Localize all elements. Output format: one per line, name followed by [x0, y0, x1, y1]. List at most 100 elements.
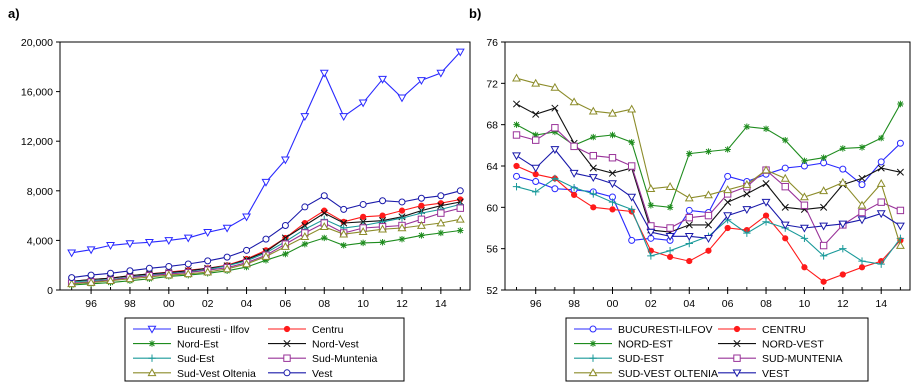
- data-point: [532, 188, 540, 196]
- data-point: [340, 242, 347, 249]
- y-tick-label: 76: [486, 37, 498, 49]
- data-point: [724, 198, 732, 206]
- x-tick-label: 00: [607, 298, 619, 310]
- legend-label: Bucuresti - Ilfov: [177, 324, 250, 336]
- data-point: [647, 252, 655, 260]
- x-tick-label: 14: [875, 298, 887, 310]
- data-point: [125, 240, 135, 249]
- data-point: [340, 205, 348, 213]
- y-tick-label: 52: [486, 285, 498, 297]
- legend-entry: Sud-Est: [133, 353, 214, 365]
- x-tick-label: 08: [318, 298, 330, 310]
- data-point: [589, 151, 597, 160]
- data-point: [379, 239, 386, 246]
- data-point: [340, 219, 348, 227]
- data-point: [781, 203, 789, 211]
- series-2: [513, 100, 904, 211]
- data-point: [512, 152, 521, 161]
- legend-marker: [733, 325, 741, 333]
- data-point: [724, 172, 732, 180]
- data-point: [589, 164, 597, 172]
- data-point: [222, 264, 232, 273]
- data-point: [106, 276, 115, 284]
- data-point: [455, 214, 465, 223]
- data-point: [301, 203, 309, 211]
- data-point: [222, 224, 232, 233]
- legend-marker: [733, 340, 741, 348]
- legend-marker: [283, 354, 291, 362]
- data-point: [704, 221, 713, 229]
- data-point: [320, 192, 328, 200]
- panel-label: b): [469, 6, 481, 21]
- data-point: [183, 234, 193, 243]
- data-point: [609, 206, 616, 213]
- y-tick-label: 56: [486, 244, 498, 256]
- data-point: [569, 169, 579, 178]
- data-point: [379, 212, 386, 219]
- legend-entry: Sud-Vest Oltenia: [133, 368, 256, 380]
- data-point: [704, 211, 713, 220]
- data-point: [551, 104, 559, 112]
- legend-label: CENTRU: [762, 324, 806, 336]
- data-point: [550, 146, 560, 155]
- data-point: [781, 164, 789, 172]
- data-point: [398, 207, 406, 214]
- data-point: [417, 209, 426, 217]
- legend-marker: [147, 368, 157, 377]
- data-point: [359, 218, 367, 226]
- series-7: [512, 146, 905, 243]
- x-tick-label: 96: [530, 298, 542, 310]
- data-point: [896, 139, 904, 147]
- legend-label: SUD-MUNTENIA: [762, 353, 843, 365]
- data-point: [339, 113, 349, 122]
- data-point: [67, 249, 77, 258]
- data-point: [570, 184, 578, 192]
- data-point: [359, 239, 367, 247]
- data-point: [242, 213, 251, 222]
- data-point: [532, 110, 540, 118]
- data-point: [858, 174, 866, 182]
- data-point: [897, 100, 904, 108]
- legend-label: Sud-Muntenia: [312, 353, 378, 365]
- data-point: [532, 131, 539, 139]
- data-point: [183, 269, 193, 278]
- data-point: [705, 148, 712, 155]
- data-point: [896, 206, 905, 215]
- data-point: [86, 246, 96, 255]
- data-point: [569, 97, 579, 106]
- x-tick-label: 00: [163, 298, 175, 310]
- data-point: [203, 229, 213, 237]
- data-point: [608, 180, 617, 189]
- data-point: [743, 229, 751, 237]
- legend-label: NORD-VEST: [762, 339, 824, 351]
- data-point: [609, 131, 616, 139]
- data-point: [551, 185, 559, 193]
- data-point: [588, 174, 598, 182]
- data-point: [646, 184, 656, 193]
- series-7: [68, 187, 464, 282]
- data-point: [436, 69, 446, 78]
- data-point: [301, 240, 309, 248]
- data-point: [858, 144, 866, 151]
- data-point: [858, 264, 866, 271]
- data-point: [628, 236, 636, 244]
- data-point: [398, 198, 406, 206]
- x-tick-label: 04: [241, 298, 253, 310]
- legend-marker: [733, 354, 741, 362]
- data-point: [358, 99, 368, 108]
- data-point: [647, 202, 655, 209]
- data-point: [416, 77, 426, 86]
- chart-panel-b: b) 52 56 60 64 68 72 76 96 98 00 02 04 06 08 10 12 14 BUCU…: [469, 6, 911, 382]
- data-point: [628, 139, 635, 146]
- data-point: [378, 224, 388, 233]
- data-point: [418, 202, 425, 209]
- data-point: [839, 165, 847, 173]
- data-point: [551, 128, 559, 136]
- legend-entry: Centru: [268, 324, 344, 336]
- data-point: [608, 108, 617, 117]
- data-point: [551, 174, 559, 183]
- data-point: [319, 69, 329, 78]
- data-point: [646, 228, 656, 237]
- legend-entry: CENTRU: [718, 324, 806, 336]
- legend-label: BUCURESTI-ILFOV: [618, 324, 713, 336]
